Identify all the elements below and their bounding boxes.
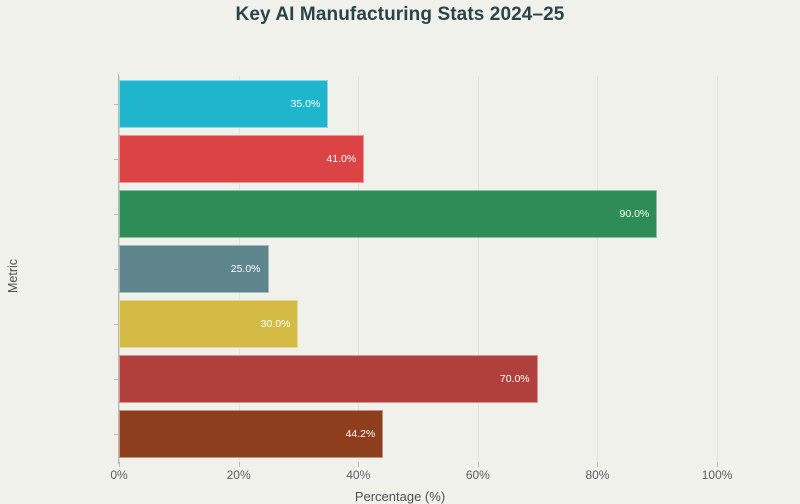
gridline bbox=[358, 76, 360, 462]
bar-row[interactable]: 41.0% bbox=[119, 134, 747, 183]
bar-row[interactable]: 90.0% bbox=[119, 189, 747, 238]
y-axis-tick-mark bbox=[114, 379, 119, 381]
gridline bbox=[477, 76, 479, 462]
bar-value-label: 70.0% bbox=[499, 373, 530, 386]
bar[interactable] bbox=[119, 300, 299, 349]
bar-row[interactable]: 30.0% bbox=[119, 300, 747, 349]
bar[interactable] bbox=[119, 134, 365, 183]
bar-value-label: 30.0% bbox=[260, 318, 291, 331]
plot-area: 35.0% 41.0% 90.0% 25.0% 30.0% 70.0% 44.2% bbox=[119, 76, 747, 462]
x-axis-tick-mark bbox=[477, 462, 479, 467]
bar[interactable] bbox=[119, 410, 384, 459]
bar-row[interactable]: 44.2% bbox=[119, 410, 747, 459]
x-axis-tick-mark bbox=[119, 462, 120, 467]
x-axis-tick-label: 80% bbox=[585, 468, 610, 482]
y-axis-tick-mark bbox=[114, 269, 119, 270]
y-axis-title: Metric bbox=[6, 258, 21, 294]
bar[interactable] bbox=[119, 189, 658, 238]
x-axis-tick-label: 0% bbox=[110, 468, 128, 482]
x-axis-tick-label: 40% bbox=[346, 468, 371, 482]
bar-series: 35.0% 41.0% 90.0% 25.0% 30.0% 70.0% 44.2% bbox=[119, 76, 747, 462]
bar[interactable] bbox=[119, 245, 269, 293]
bar-value-label: 25.0% bbox=[230, 263, 261, 275]
bar-row[interactable]: 25.0% bbox=[119, 245, 747, 293]
x-axis-tick-mark bbox=[358, 462, 360, 467]
bar-value-label: 35.0% bbox=[290, 97, 321, 110]
bar[interactable] bbox=[119, 355, 538, 404]
bar-value-label: 41.0% bbox=[326, 152, 357, 165]
y-axis-tick-mark bbox=[114, 213, 119, 215]
bar-row[interactable]: 70.0% bbox=[119, 355, 747, 404]
x-axis-tick-label: 60% bbox=[465, 468, 490, 482]
chart-title: Key AI Manufacturing Stats 2024–25 bbox=[235, 4, 565, 25]
y-axis-tick-mark bbox=[114, 158, 119, 160]
x-axis-tick-label: 100% bbox=[701, 468, 733, 482]
gridline bbox=[717, 76, 719, 462]
bar[interactable] bbox=[119, 79, 329, 128]
x-axis-tick-mark bbox=[717, 462, 719, 467]
gridline bbox=[597, 76, 599, 462]
y-axis-tick-mark bbox=[114, 324, 119, 326]
x-axis-tick-mark bbox=[597, 462, 599, 467]
bar-row[interactable]: 35.0% bbox=[119, 79, 747, 128]
x-axis-title: Percentage (%) bbox=[354, 489, 446, 504]
x-axis-tick-label: 20% bbox=[226, 468, 251, 482]
bar-value-label: 90.0% bbox=[619, 207, 650, 220]
bar-value-label: 44.2% bbox=[345, 428, 376, 441]
x-axis-tick-mark bbox=[238, 462, 240, 467]
y-axis-tick-mark bbox=[114, 434, 119, 436]
y-axis-tick-mark bbox=[114, 103, 119, 105]
